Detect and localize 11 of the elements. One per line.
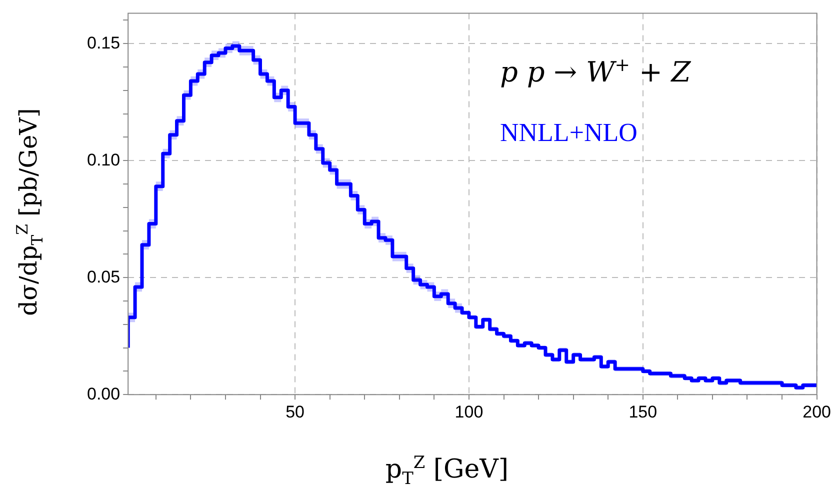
y-tick-label: 0.05 xyxy=(86,267,120,286)
text: NNLL+NLO xyxy=(500,118,638,148)
x-tick-label: 100 xyxy=(454,402,484,422)
y-tick-label: 0.00 xyxy=(86,384,120,404)
x-tick-label: 200 xyxy=(802,402,832,422)
y-tick-label: 0.15 xyxy=(86,33,120,52)
x-tick-label: 50 xyxy=(286,402,305,422)
annotation: p p → W$^{+}$ + Z xyxy=(500,55,691,88)
y-tick-label: 0.10 xyxy=(86,150,120,170)
x-tick-label: 150 xyxy=(628,402,658,422)
x-axis-title: p$_{T}$$^{Z}$ [GeV] xyxy=(384,452,510,488)
